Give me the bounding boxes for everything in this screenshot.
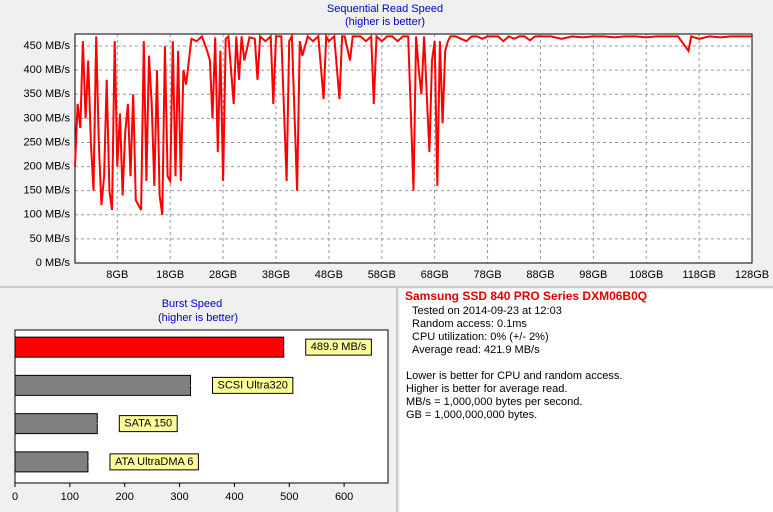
y-tick-label: 50 MB/s [30, 233, 71, 245]
info-line: Random access: 0.1ms [412, 318, 527, 330]
y-tick-label: 100 MB/s [24, 209, 71, 221]
chart-title: Sequential Read Speed [327, 3, 443, 15]
x-tick-label: 88GB [526, 269, 554, 281]
x-tick-label: 48GB [315, 269, 343, 281]
x-tick-label: 128GB [735, 269, 769, 281]
x-tick-label: 0 [12, 491, 18, 503]
y-tick-label: 150 MB/s [24, 185, 71, 197]
bar-label: SATA 150 [124, 418, 172, 430]
y-tick-label: 0 MB/s [36, 257, 71, 269]
x-tick-label: 18GB [156, 269, 184, 281]
x-tick-label: 400 [225, 491, 243, 503]
x-tick-label: 8GB [106, 269, 128, 281]
x-tick-label: 100 [61, 491, 79, 503]
x-tick-label: 38GB [262, 269, 290, 281]
info-note: Lower is better for CPU and random acces… [406, 370, 622, 382]
info-line: CPU utilization: 0% (+/- 2%) [412, 331, 549, 343]
x-tick-label: 108GB [629, 269, 663, 281]
info-note: GB = 1,000,000,000 bytes. [406, 409, 537, 421]
bar-label: 489.9 MB/s [311, 341, 367, 353]
y-tick-label: 250 MB/s [24, 136, 71, 148]
label-box [212, 376, 294, 394]
bar [14, 336, 285, 358]
chart-subtitle: (higher is better) [158, 312, 238, 324]
x-tick-label: 28GB [209, 269, 237, 281]
info-title: Samsung SSD 840 PRO Series DXM06B0Q [405, 289, 647, 303]
chart-title: Burst Speed [162, 298, 223, 310]
x-tick-label: 200 [116, 491, 134, 503]
x-tick-label: 58GB [368, 269, 396, 281]
label-box [118, 415, 178, 433]
info-note: Higher is better for average read. [406, 383, 567, 395]
x-tick-label: 600 [335, 491, 353, 503]
info-panel [400, 289, 773, 512]
x-tick-label: 78GB [473, 269, 501, 281]
label-box [305, 338, 372, 356]
info-line: Tested on 2014-09-23 at 12:03 [412, 305, 562, 317]
info-line: Average read: 421.9 MB/s [412, 344, 540, 356]
x-tick-label: 300 [170, 491, 188, 503]
y-tick-label: 450 MB/s [24, 40, 71, 52]
x-tick-label: 500 [280, 491, 298, 503]
read-line [74, 32, 752, 215]
bar [14, 451, 89, 473]
x-tick-label: 68GB [421, 269, 449, 281]
chart-subtitle: (higher is better) [345, 16, 425, 28]
y-tick-label: 400 MB/s [24, 64, 71, 76]
bar-label: ATA UltraDMA 6 [115, 456, 193, 468]
label-box [109, 453, 199, 471]
y-tick-label: 350 MB/s [24, 88, 71, 100]
bar [14, 413, 98, 435]
y-tick-label: 300 MB/s [24, 112, 71, 124]
bar-label: SCSI Ultra320 [218, 379, 288, 391]
x-tick-label: 118GB [682, 269, 715, 281]
info-note: MB/s = 1,000,000 bytes per second. [406, 396, 582, 408]
x-tick-label: 98GB [579, 269, 607, 281]
y-tick-label: 200 MB/s [24, 160, 71, 172]
bar [14, 374, 192, 396]
